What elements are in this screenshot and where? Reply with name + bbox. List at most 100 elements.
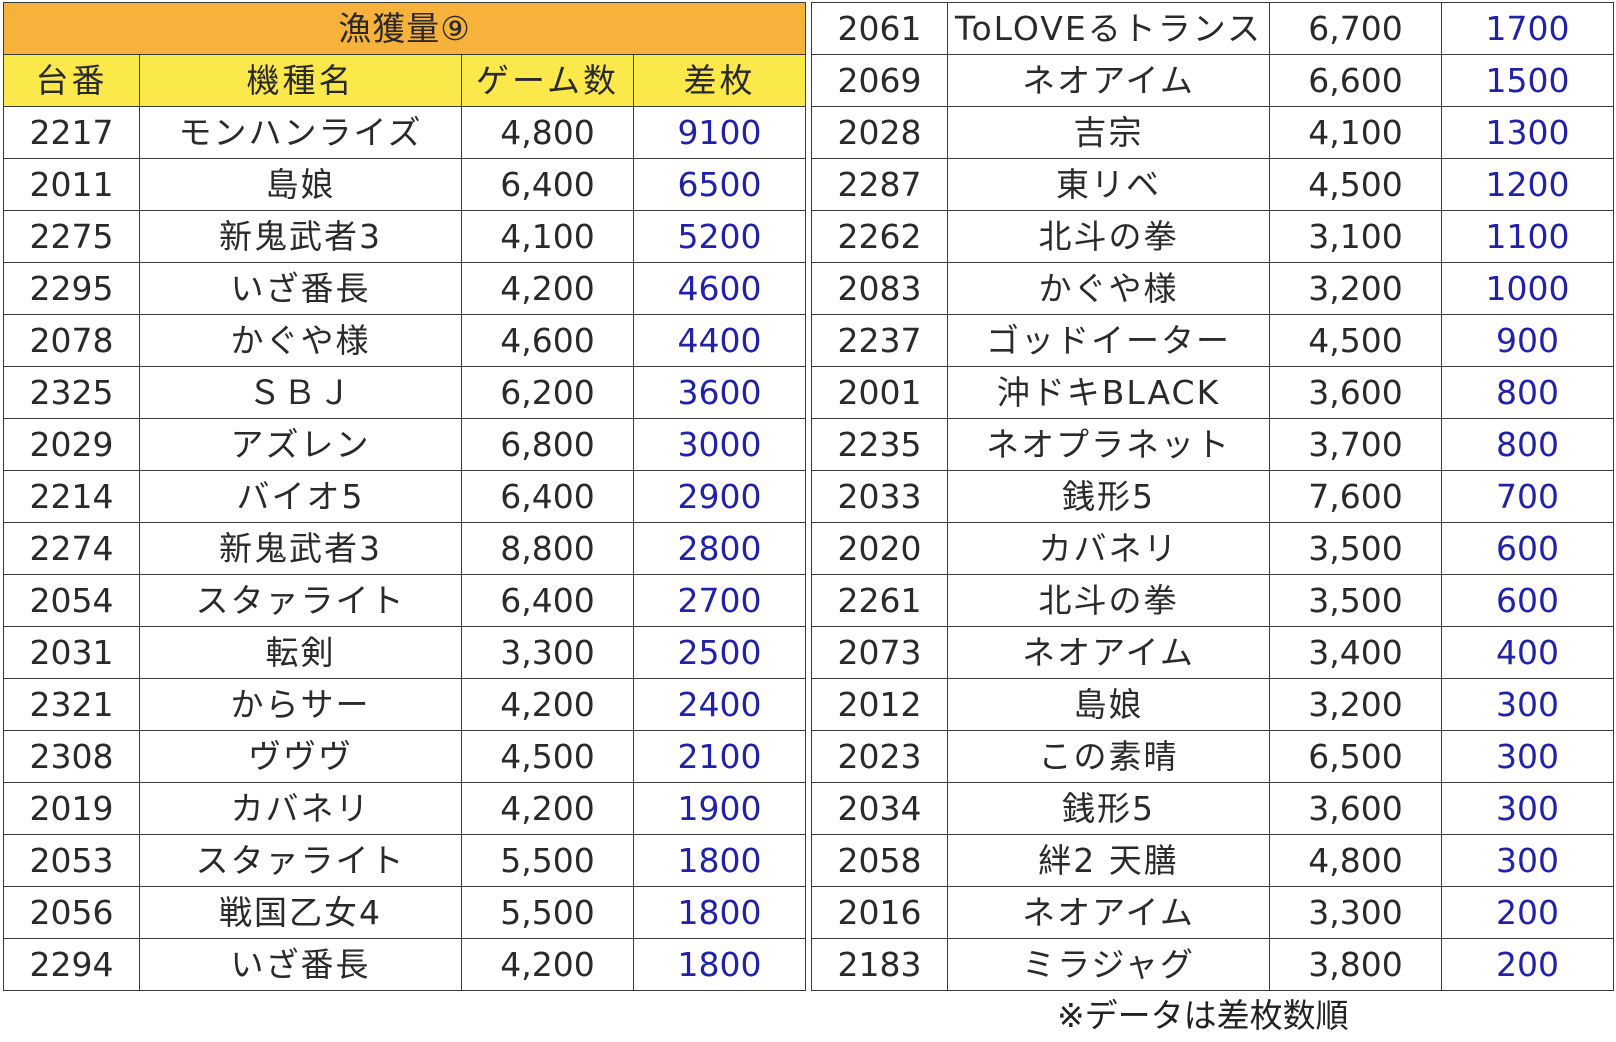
machine-name-cell: ネオプラネット [947, 418, 1270, 471]
machine-name-cell: ネオアイム [947, 54, 1270, 107]
machine-name-cell: ミラジャグ [947, 938, 1270, 991]
machine-number-cell: 2295 [3, 262, 140, 315]
game-count-cell: 4,500 [1269, 314, 1442, 367]
table-row: 2183 ミラジャグ 3,800 200 [811, 938, 1614, 991]
machine-name-cell: 新鬼武者3 [139, 522, 462, 575]
game-count-cell: 4,600 [461, 314, 634, 367]
coin-difference-cell: 1700 [1441, 2, 1614, 55]
machine-name-cell: かぐや様 [947, 262, 1270, 315]
coin-difference-cell: 200 [1441, 938, 1614, 991]
coin-difference-cell: 6500 [633, 158, 806, 211]
game-count-cell: 5,500 [461, 886, 634, 939]
machine-number-cell: 2053 [3, 834, 140, 887]
coin-difference-cell: 600 [1441, 522, 1614, 575]
coin-difference-cell: 300 [1441, 782, 1614, 835]
machine-number-cell: 2217 [3, 106, 140, 159]
table-row: 2275 新鬼武者3 4,100 5200 [3, 210, 806, 263]
machine-number-cell: 2020 [811, 522, 948, 575]
machine-name-cell: 新鬼武者3 [139, 210, 462, 263]
machine-number-cell: 2011 [3, 158, 140, 211]
machine-number-cell: 2031 [3, 626, 140, 679]
machine-name-cell: 転剣 [139, 626, 462, 679]
machine-number-cell: 2214 [3, 470, 140, 523]
right-data-table: 2061 ToLOVEるトランス 6,700 1700 2069 ネオアイム 6,600 15… [811, 2, 1614, 991]
machine-number-cell: 2274 [3, 522, 140, 575]
machine-name-cell: いざ番長 [139, 262, 462, 315]
machine-name-cell: ゴッドイーター [947, 314, 1270, 367]
table-row: 2325 ＳＢＪ 6,200 3600 [3, 366, 806, 419]
machine-name-cell: 島娘 [947, 678, 1270, 731]
game-count-cell: 5,500 [461, 834, 634, 887]
coin-difference-cell: 1800 [633, 938, 806, 991]
table-row: 2217 モンハンライズ 4,800 9100 [3, 106, 806, 159]
machine-number-cell: 2275 [3, 210, 140, 263]
coin-difference-cell: 1200 [1441, 158, 1614, 211]
machine-name-cell: 沖ドキBLACK [947, 366, 1270, 419]
machine-number-cell: 2034 [811, 782, 948, 835]
header-machine-number: 台番 [3, 54, 140, 107]
machine-number-cell: 2294 [3, 938, 140, 991]
table-row: 2061 ToLOVEるトランス 6,700 1700 [811, 2, 1614, 55]
table-title: 漁獲量⑨ [3, 2, 806, 55]
machine-number-cell: 2001 [811, 366, 948, 419]
machine-number-cell: 2058 [811, 834, 948, 887]
game-count-cell: 3,500 [1269, 574, 1442, 627]
table-row: 2012 島娘 3,200 300 [811, 678, 1614, 731]
machine-name-cell: スタァライト [139, 574, 462, 627]
game-count-cell: 3,600 [1269, 366, 1442, 419]
game-count-cell: 7,600 [1269, 470, 1442, 523]
header-machine-name: 機種名 [139, 54, 462, 107]
coin-difference-cell: 1100 [1441, 210, 1614, 263]
game-count-cell: 4,800 [1269, 834, 1442, 887]
coin-difference-cell: 300 [1441, 678, 1614, 731]
coin-difference-cell: 1800 [633, 886, 806, 939]
machine-name-cell: 銭形5 [947, 470, 1270, 523]
machine-name-cell: アズレン [139, 418, 462, 471]
coin-difference-cell: 1500 [1441, 54, 1614, 107]
coin-difference-cell: 200 [1441, 886, 1614, 939]
game-count-cell: 3,500 [1269, 522, 1442, 575]
sort-order-note: ※データは差枚数順 [1057, 996, 1349, 1035]
game-count-cell: 4,500 [461, 730, 634, 783]
coin-difference-cell: 900 [1441, 314, 1614, 367]
coin-difference-cell: 4600 [633, 262, 806, 315]
table-row: 2069 ネオアイム 6,600 1500 [811, 54, 1614, 107]
table-row: 2235 ネオプラネット 3,700 800 [811, 418, 1614, 471]
machine-number-cell: 2029 [3, 418, 140, 471]
machine-number-cell: 2078 [3, 314, 140, 367]
table-row: 2031 転剣 3,300 2500 [3, 626, 806, 679]
machine-number-cell: 2325 [3, 366, 140, 419]
game-count-cell: 6,600 [1269, 54, 1442, 107]
header-coin-difference: 差枚 [633, 54, 806, 107]
table-row: 2083 かぐや様 3,200 1000 [811, 262, 1614, 315]
machine-name-cell: 島娘 [139, 158, 462, 211]
left-data-table: 漁獲量⑨ 台番 機種名 ゲーム数 差枚 2217 モンハンライズ 4,800 9100… [3, 2, 806, 991]
game-count-cell: 8,800 [461, 522, 634, 575]
table-row: 2237 ゴッドイーター 4,500 900 [811, 314, 1614, 367]
game-count-cell: 6,700 [1269, 2, 1442, 55]
machine-number-cell: 2028 [811, 106, 948, 159]
machine-name-cell: ネオアイム [947, 886, 1270, 939]
machine-name-cell: いざ番長 [139, 938, 462, 991]
machine-number-cell: 2023 [811, 730, 948, 783]
table-row: 2274 新鬼武者3 8,800 2800 [3, 522, 806, 575]
machine-number-cell: 2016 [811, 886, 948, 939]
machine-name-cell: スタァライト [139, 834, 462, 887]
machine-name-cell: 戦国乙女4 [139, 886, 462, 939]
header-game-count: ゲーム数 [461, 54, 634, 107]
game-count-cell: 4,200 [461, 938, 634, 991]
table-row: 2028 吉宗 4,100 1300 [811, 106, 1614, 159]
table-row: 2078 かぐや様 4,600 4400 [3, 314, 806, 367]
table-row: 2033 銭形5 7,600 700 [811, 470, 1614, 523]
machine-number-cell: 2054 [3, 574, 140, 627]
game-count-cell: 6,500 [1269, 730, 1442, 783]
table-row: 2011 島娘 6,400 6500 [3, 158, 806, 211]
game-count-cell: 6,400 [461, 158, 634, 211]
machine-number-cell: 2308 [3, 730, 140, 783]
coin-difference-cell: 400 [1441, 626, 1614, 679]
coin-difference-cell: 800 [1441, 418, 1614, 471]
machine-name-cell: 東リベ [947, 158, 1270, 211]
machine-number-cell: 2083 [811, 262, 948, 315]
title-row: 漁獲量⑨ [3, 2, 806, 55]
game-count-cell: 3,700 [1269, 418, 1442, 471]
